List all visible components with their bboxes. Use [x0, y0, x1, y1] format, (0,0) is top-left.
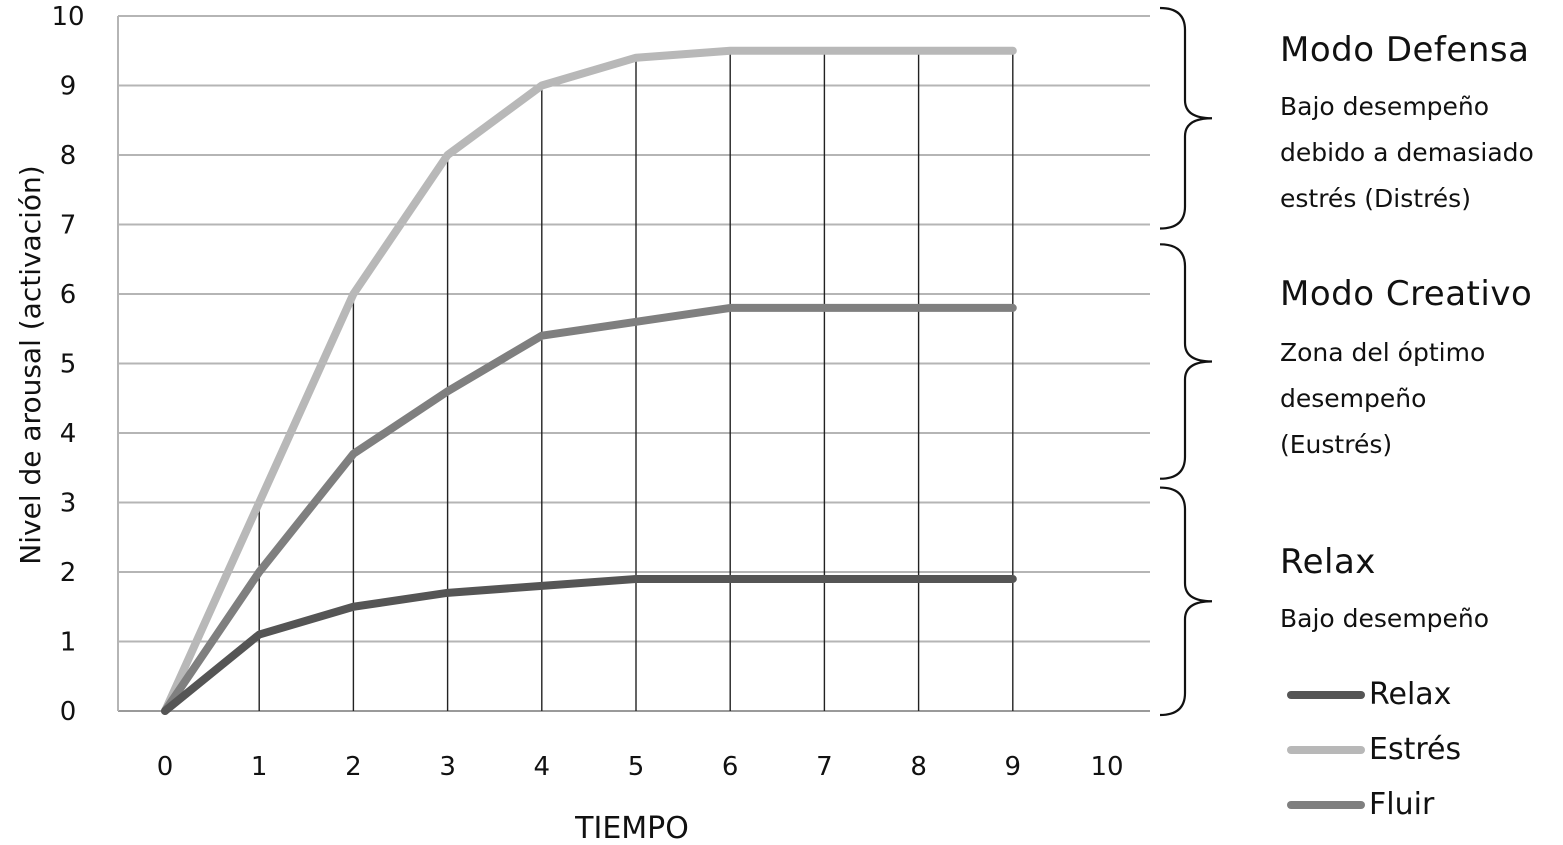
x-tick-label: 2 — [345, 752, 362, 782]
annotation-desc-defensa: Bajo desempeño debido a demasiado estrés… — [1280, 84, 1534, 222]
zone-braces — [1159, 6, 1213, 717]
legend-label: Fluir — [1369, 787, 1435, 822]
x-tick-label: 1 — [251, 752, 268, 782]
x-tick-label: 4 — [534, 752, 551, 782]
y-tick-label: 1 — [60, 628, 77, 658]
annotation-line: Bajo desempeño — [1280, 92, 1490, 121]
series-line-relax — [161, 574, 1017, 715]
annotation-line: desempeño — [1280, 384, 1427, 413]
chart-series — [161, 46, 1017, 715]
zone-brace — [1159, 6, 1213, 230]
y-tick-label: 10 — [51, 2, 84, 32]
y-tick-label: 3 — [60, 489, 77, 519]
vertical-drop-lines — [258, 50, 1014, 711]
annotation-line: Zona del óptimo — [1280, 338, 1486, 367]
annotation-title-creativo: Modo Creativo — [1280, 274, 1533, 314]
annotation-title-defensa: Modo Defensa — [1280, 30, 1530, 70]
annotation-title-relax: Relax — [1280, 542, 1376, 582]
x-tick-label: 8 — [910, 752, 927, 782]
y-tick-label: 7 — [60, 211, 77, 241]
x-axis-label: TIEMPO — [574, 811, 689, 845]
y-axis-label: Nivel de arousal (activación) — [14, 165, 47, 564]
legend-swatch-estres — [1287, 746, 1365, 754]
legend-label: Relax — [1369, 677, 1452, 712]
x-tick-label: 9 — [1005, 752, 1022, 782]
legend-swatch-relax — [1287, 691, 1365, 699]
y-tick-label: 5 — [60, 350, 77, 380]
y-tick-label: 6 — [60, 280, 77, 310]
annotation-desc-creativo: Zona del óptimo desempeño (Eustrés) — [1280, 330, 1485, 468]
legend-item-fluir: Fluir — [1287, 785, 1547, 825]
x-tick-label: 5 — [628, 752, 645, 782]
annotation-line: estrés (Distrés) — [1280, 184, 1471, 213]
legend-label: Estrés — [1369, 732, 1462, 767]
legend-swatch-fluir — [1287, 801, 1365, 809]
x-tick-label: 3 — [439, 752, 456, 782]
x-tick-labels: 0 1 2 3 4 5 6 7 8 9 10 — [157, 752, 1124, 782]
x-tick-label: 10 — [1090, 752, 1123, 782]
legend-item-relax: Relax — [1287, 675, 1547, 715]
y-tick-label: 8 — [60, 141, 77, 171]
annotation-desc-relax: Bajo desempeño — [1280, 596, 1489, 642]
y-tick-label: 4 — [60, 419, 77, 449]
x-tick-label: 7 — [816, 752, 833, 782]
y-tick-label: 9 — [60, 72, 77, 102]
y-tick-labels: 0 1 2 3 4 5 6 7 8 9 10 — [51, 2, 84, 727]
zone-brace — [1159, 486, 1213, 717]
series-line-estres — [161, 46, 1017, 715]
zone-brace — [1159, 243, 1213, 480]
x-tick-label: 0 — [157, 752, 174, 782]
y-tick-label: 0 — [60, 697, 77, 727]
series-line-fluir — [161, 303, 1017, 715]
chart-grid — [117, 15, 1150, 712]
annotation-line: debido a demasiado — [1280, 138, 1534, 167]
x-tick-label: 6 — [722, 752, 739, 782]
y-tick-label: 2 — [60, 558, 77, 588]
annotation-line: (Eustrés) — [1280, 430, 1393, 459]
legend-item-estres: Estrés — [1287, 730, 1547, 770]
annotation-line: Bajo desempeño — [1280, 604, 1490, 633]
